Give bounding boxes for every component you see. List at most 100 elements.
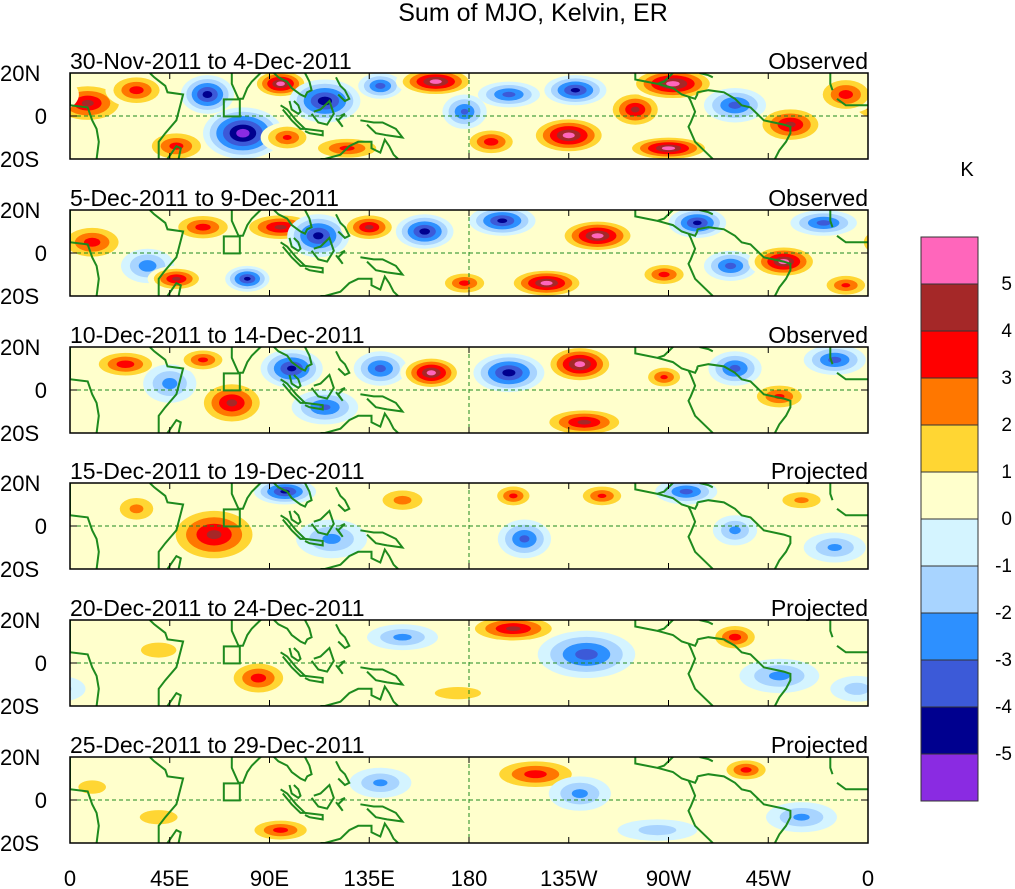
reference-box [222, 782, 241, 802]
anomaly-contour [0, 814, 12, 821]
coastline [280, 104, 308, 130]
anomaly-contour [393, 633, 412, 641]
colorbar-tick-label: 5 [1001, 274, 1012, 295]
anomaly-contour [880, 100, 892, 106]
anomaly-contour [995, 87, 1015, 102]
coastline [196, 73, 313, 100]
coastline [166, 281, 182, 296]
coastline [310, 646, 335, 673]
anomaly-contour [873, 233, 908, 252]
coastline [310, 509, 335, 536]
y-tick-label: 20N [0, 608, 40, 633]
coastline [335, 659, 346, 675]
anomaly-contour [658, 271, 670, 278]
panel-field [70, 73, 1015, 159]
anomaly-contour [129, 86, 144, 95]
y-tick-label: 20N [0, 198, 40, 223]
coastline [360, 393, 405, 413]
coastline [310, 99, 335, 126]
panel-kind-label: Observed [768, 322, 868, 348]
coastline [836, 507, 868, 517]
anomaly-contour [989, 354, 1013, 366]
y-tick-label: 20S [0, 421, 39, 446]
anomaly-contour [139, 810, 178, 825]
reference-box [222, 235, 241, 255]
panel-period-label: 15-Dec-2011 to 19-Dec-2011 [70, 458, 365, 484]
coastline [288, 784, 302, 800]
coastline [288, 237, 302, 253]
anomaly-contour [816, 220, 831, 226]
anomaly-contour [911, 77, 957, 103]
figure-title: Sum of MJO, Kelvin, ER [398, 0, 668, 27]
coastline [166, 554, 182, 569]
anomaly-contour [692, 220, 702, 226]
panel-3: 20N 0 20S 10-Dec-2011 to 14-Dec-2011 Observe… [0, 322, 1013, 446]
coastline [166, 418, 182, 433]
y-tick-label: 20S [0, 831, 39, 856]
coastline [304, 537, 324, 547]
anomaly-contour [863, 234, 868, 251]
coastline [697, 636, 792, 706]
coastline [697, 226, 792, 296]
anomaly-contour [276, 81, 285, 87]
anomaly-contour [859, 776, 868, 798]
coastline [360, 119, 405, 139]
colorbar-swatch [920, 236, 979, 285]
panel-4: 20N 0 20S 15-Dec-2011 to 19-Dec-2011 Project… [0, 458, 869, 582]
x-tick-label: 45W [746, 866, 791, 889]
anomaly-contour [250, 673, 267, 683]
anomaly-contour [274, 224, 287, 230]
reference-box [222, 508, 241, 528]
colorbar-swatch [920, 471, 979, 520]
anomaly-contour [0, 254, 2, 270]
panel-kind-label: Projected [771, 458, 868, 484]
coastline [304, 401, 324, 411]
colorbar-swatch [920, 330, 979, 379]
anomaly-contour [0, 386, 4, 408]
coastline [836, 644, 868, 654]
coastline [149, 757, 185, 843]
colorbar: K 5 4 3 2 1 0 -1 -2 -3 -4 -5 [920, 159, 1012, 802]
coastline [70, 483, 100, 569]
anomaly-contour [990, 83, 1015, 106]
anomaly-contour [502, 91, 516, 98]
coastline [836, 97, 868, 107]
anomaly-contour [0, 808, 25, 827]
anomaly-contour [70, 80, 79, 109]
coastline [687, 780, 714, 843]
coastline [335, 522, 346, 538]
anomaly-contour [30, 544, 44, 551]
coastline [320, 274, 399, 296]
anomaly-contour [0, 381, 12, 411]
panel-2: 20N 0 20S 5-Dec-2011 to 9-Dec-2011 Observed [0, 185, 908, 309]
reference-box [222, 372, 241, 392]
colorbar-tick-label: 1 [1001, 462, 1012, 483]
reference-box [222, 98, 241, 118]
coastline [70, 757, 100, 843]
coastline [360, 803, 405, 823]
colorbar-swatch [920, 612, 979, 661]
anomaly-contour [1001, 91, 1011, 98]
y-tick-label: 20N [0, 61, 40, 86]
coastline [320, 547, 399, 569]
panel-field [70, 620, 868, 706]
anomaly-contour [282, 134, 292, 141]
x-tick-label: 135E [344, 866, 395, 889]
coastline [196, 757, 313, 784]
anomaly-contour [729, 526, 741, 535]
coastline [697, 773, 792, 843]
anomaly-contour [679, 488, 693, 495]
panel-field [0, 210, 908, 296]
panel-kind-label: Projected [771, 595, 868, 621]
colorbar-tick-label: 0 [1001, 509, 1012, 530]
anomaly-contour [827, 544, 842, 551]
anomaly-contour [844, 682, 868, 695]
coastline [70, 620, 100, 706]
colorbar-tick-label: -3 [995, 650, 1012, 671]
anomaly-contour [919, 82, 949, 99]
anomaly-contour [575, 648, 598, 660]
anomaly-contour [872, 96, 900, 111]
anomaly-contour [630, 106, 640, 113]
anomaly-contour [429, 79, 442, 84]
anomaly-contour [129, 504, 144, 514]
